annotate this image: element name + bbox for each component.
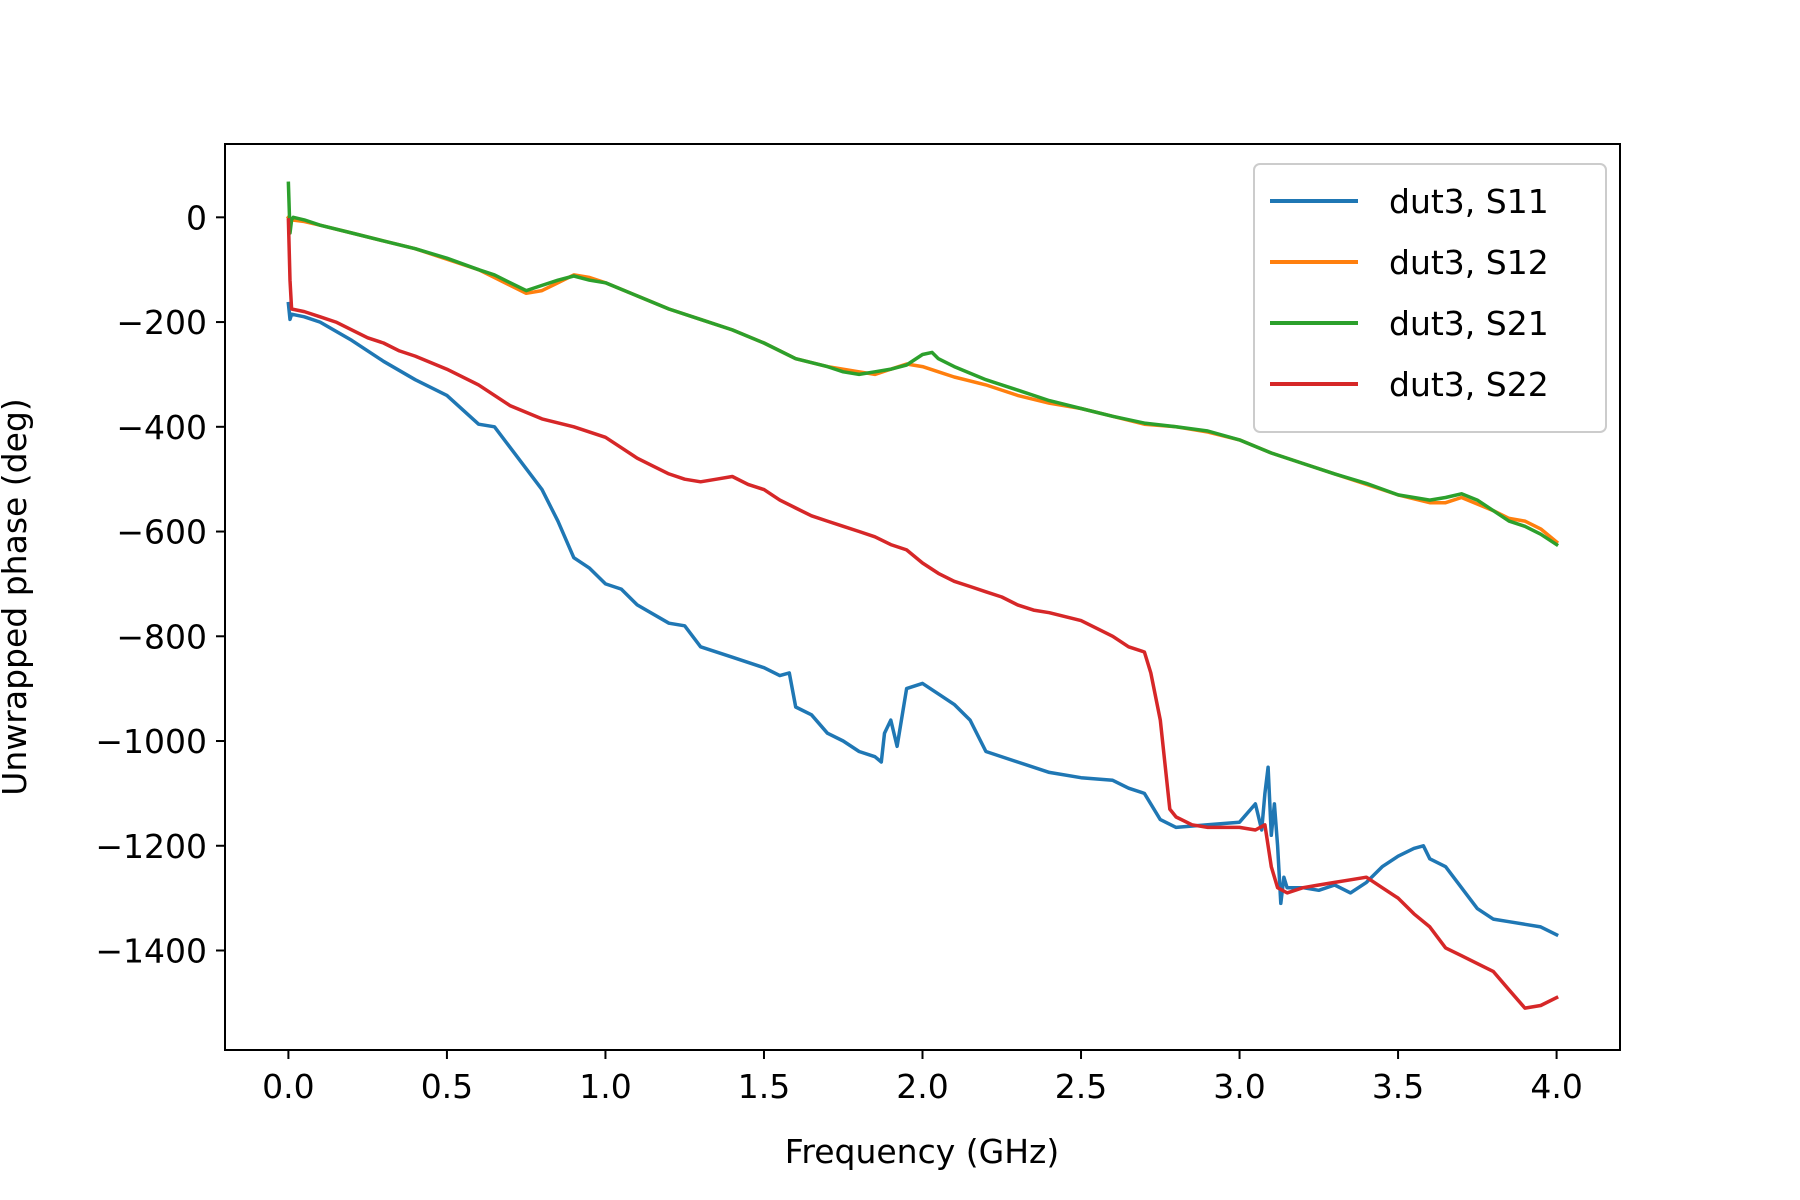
y-tick-label: −1200: [95, 827, 207, 866]
legend-label: dut3, S22: [1389, 365, 1549, 404]
x-tick-label: 2.5: [1055, 1067, 1107, 1106]
legend-label: dut3, S11: [1389, 182, 1549, 221]
y-tick-label: −600: [116, 513, 207, 552]
x-axis: 0.0 0.5 1.0 1.5 2.0 2.5 3.0 3.5 4.0: [262, 1050, 1583, 1106]
series-line-4: [286, 218, 1559, 1010]
x-tick-label: 4.0: [1530, 1067, 1582, 1106]
legend: dut3, S11 dut3, S12 dut3, S21 dut3, S22: [1253, 163, 1607, 433]
series-line-1: [286, 301, 1559, 938]
y-tick-label: −1400: [95, 931, 207, 970]
x-tick-label: 3.5: [1372, 1067, 1424, 1106]
x-tick-label: 1.0: [579, 1067, 631, 1106]
y-tick-label: −800: [116, 617, 207, 656]
series-line-3: [286, 181, 1560, 548]
plot-lines: [285, 181, 1560, 1010]
y-axis-label: Unwrapped phase (deg): [0, 398, 34, 796]
x-tick-label: 2.0: [896, 1067, 948, 1106]
y-axis: 0 −200 −400 −600 −800 −1000 −1200 −1400: [95, 198, 225, 970]
x-tick-label: 1.5: [738, 1067, 790, 1106]
y-tick-label: −200: [116, 303, 207, 342]
legend-box: [1253, 163, 1607, 433]
x-tick-label: 0.5: [421, 1067, 473, 1106]
y-tick-label: 0: [186, 198, 207, 237]
legend-label: dut3, S12: [1389, 243, 1549, 282]
y-tick-label: −400: [116, 408, 207, 447]
legend-label: dut3, S21: [1389, 304, 1549, 343]
x-tick-label: 3.0: [1213, 1067, 1265, 1106]
y-tick-label: −1000: [95, 722, 207, 761]
x-axis-label: Frequency (GHz): [785, 1132, 1059, 1171]
x-tick-label: 0.0: [262, 1067, 314, 1106]
